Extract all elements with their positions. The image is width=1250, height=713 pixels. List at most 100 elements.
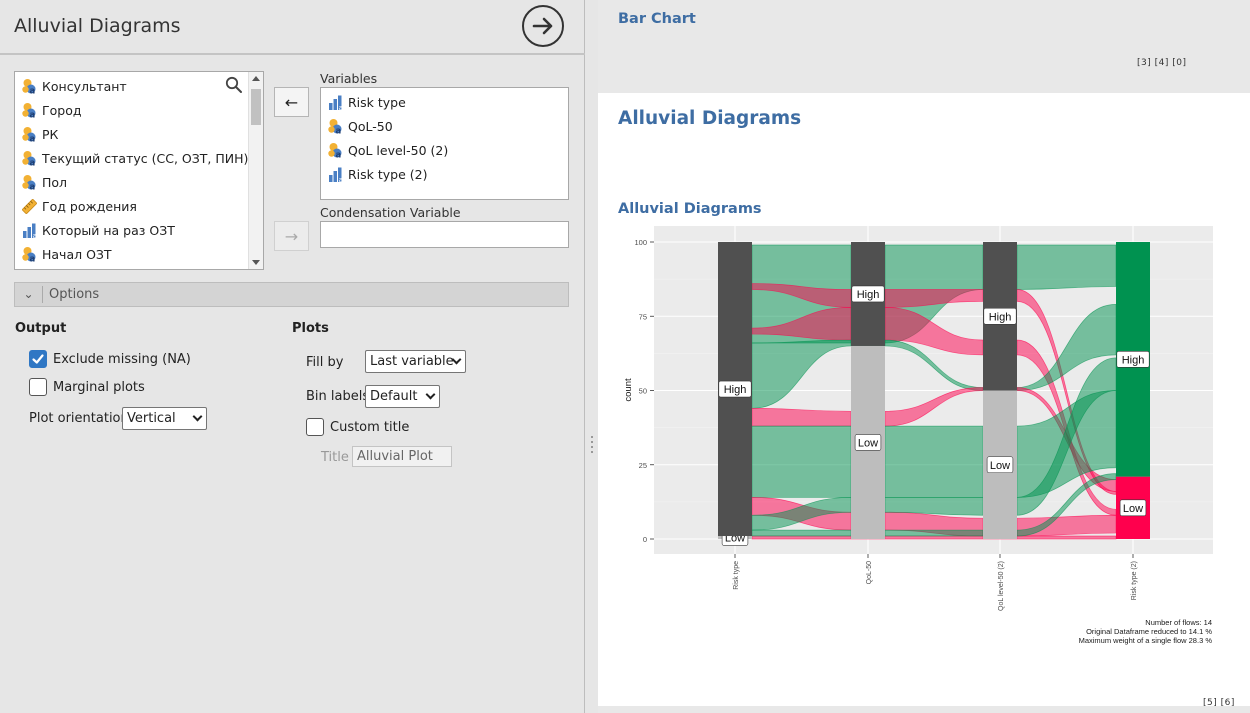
scroll-up-icon[interactable] [252, 76, 260, 81]
analysis-options-panel: Alluvial Diagrams a Консультант a Город a РК a… [0, 0, 585, 713]
variables-drop-box[interactable]: a Risk type a QoL-50 a QoL level-50 (2) a Risk … [320, 87, 569, 200]
search-icon[interactable] [225, 76, 243, 94]
source-variable-item[interactable]: a Начал ОЗТ [21, 243, 112, 265]
chevron-down-icon [192, 411, 203, 422]
splitter-grip-icon[interactable] [591, 436, 593, 454]
alluvial-flow-low [751, 535, 1117, 540]
stratum-label-box [983, 307, 1017, 325]
svg-text:a: a [30, 110, 36, 119]
source-variable-label: Консультант [42, 78, 127, 94]
nominal-text-icon: a [22, 78, 36, 95]
svg-text:a: a [336, 150, 342, 159]
plot-orientation-value: Vertical [127, 411, 176, 426]
plot-annotation: Number of flows: 14 [1145, 618, 1212, 627]
custom-title-option[interactable]: Custom title [306, 418, 409, 436]
stratum-label-box [854, 434, 882, 451]
output-heading: Output [15, 321, 67, 336]
variables-label: Variables [320, 71, 378, 86]
stratum-label: Low [1123, 503, 1143, 515]
source-variable-label: Текущий статус (СС, ОЗТ, ПИН) [42, 150, 249, 166]
analysis-header: Alluvial Diagrams [0, 0, 585, 55]
svg-text:a: a [33, 232, 37, 239]
nominal-text-icon: a [328, 118, 342, 135]
source-list-scrollbar[interactable] [248, 72, 263, 269]
source-variable-list[interactable]: a Консультант a Город a РК a Текущий статус (СС… [14, 71, 264, 270]
scroll-down-icon[interactable] [252, 260, 260, 265]
source-variable-item[interactable]: a Пол [21, 171, 67, 193]
source-variable-item[interactable]: a Который на раз ОЗТ [21, 219, 175, 241]
options-section-toggle[interactable]: ⌄ Options [14, 282, 569, 307]
source-variable-item[interactable]: a РК [21, 123, 58, 145]
move-to-condensation-button[interactable]: → [274, 221, 309, 251]
y-tick-label: 100 [634, 238, 647, 247]
bin-labels-value: Default [370, 389, 418, 404]
source-variable-label: Пол [42, 174, 68, 190]
results-heading[interactable]: Alluvial Diagrams [618, 108, 802, 129]
options-label: Options [49, 287, 100, 302]
panel-splitter[interactable] [586, 0, 598, 713]
stratum-label-box [1119, 499, 1147, 517]
stratum-label: High [857, 289, 880, 301]
nominal-text-icon: a [328, 142, 342, 159]
plot-orientation-select[interactable]: Vertical [122, 407, 207, 430]
fill-by-select[interactable]: Last variable [365, 350, 466, 373]
stratum-label-box [1116, 351, 1150, 368]
stratum-label: High [989, 311, 1012, 323]
source-variable-item[interactable]: a Текущий статус (СС, ОЗТ, ПИН) [21, 147, 248, 169]
svg-text:a: a [30, 86, 36, 95]
stratum-label: High [1122, 354, 1145, 366]
bar-chart-references[interactable]: [3] [4] [0] [1137, 58, 1187, 68]
assigned-variable-item[interactable]: a Risk type (2) [327, 163, 428, 185]
marginal-plots-checkbox[interactable] [29, 378, 47, 396]
title-input[interactable]: Alluvial Plot [352, 446, 452, 467]
assigned-variable-item[interactable]: a QoL level-50 (2) [327, 139, 448, 161]
checkmark-icon [32, 354, 44, 364]
plot-annotation: Original Dataframe reduced to 14.1 % [1086, 627, 1212, 636]
assigned-variable-label: QoL level-50 (2) [348, 142, 449, 158]
marginal-plots-option[interactable]: Marginal plots [29, 378, 145, 396]
plot-references[interactable]: [5] [6] [1203, 698, 1235, 708]
bin-labels-select[interactable]: Default [365, 385, 440, 408]
source-variable-label: Который на раз ОЗТ [42, 222, 175, 238]
custom-title-checkbox[interactable] [306, 418, 324, 436]
assigned-variable-label: Risk type [348, 94, 406, 110]
exclude-missing-checkbox[interactable] [29, 350, 47, 368]
source-variable-item[interactable]: Год рождения [21, 195, 137, 217]
stratum-label-box [851, 285, 885, 303]
assigned-variable-item[interactable]: a QoL-50 [327, 115, 393, 137]
svg-text:a: a [30, 182, 36, 191]
stratum-label-box [986, 456, 1014, 474]
stratum-label: High [724, 384, 747, 396]
y-tick-label: 25 [639, 461, 647, 470]
title-field-label: Title [321, 450, 349, 465]
assigned-variable-item[interactable]: a Risk type [327, 91, 406, 113]
y-tick-label: 50 [639, 387, 647, 396]
svg-text:a: a [30, 254, 36, 263]
nominal-text-icon: a [22, 126, 36, 143]
y-tick-label: 75 [639, 312, 647, 321]
plot-orientation-label: Plot orientation [29, 411, 129, 426]
move-to-source-button[interactable]: ← [274, 87, 309, 117]
stratum-label: Low [990, 460, 1010, 472]
source-variable-item[interactable]: a Консультант [21, 75, 127, 97]
scrollbar-thumb[interactable] [251, 89, 261, 125]
marginal-plots-label: Marginal plots [53, 379, 145, 395]
plot-heading[interactable]: Alluvial Diagrams [618, 201, 762, 217]
nominal-text-icon: a [22, 174, 36, 191]
ordinal-icon: a [329, 167, 343, 183]
x-tick-label: QoL level-50 (2) [998, 561, 1005, 611]
results-bottom-strip [598, 706, 1250, 713]
run-arrow-button[interactable] [522, 5, 564, 47]
svg-text:a: a [339, 176, 343, 183]
condensation-drop-box[interactable] [320, 221, 569, 248]
source-variable-item[interactable]: a Город [21, 99, 82, 121]
fill-by-value: Last variable [370, 354, 454, 369]
bar-chart-result: Bar Chart [3] [4] [0] [598, 0, 1250, 93]
svg-text:a: a [30, 134, 36, 143]
bar-chart-title[interactable]: Bar Chart [618, 11, 696, 27]
ordinal-icon: a [23, 223, 37, 239]
exclude-missing-option[interactable]: Exclude missing (NA) [29, 350, 191, 368]
assigned-variable-label: Risk type (2) [348, 166, 428, 182]
ordinal-icon: a [329, 95, 343, 111]
